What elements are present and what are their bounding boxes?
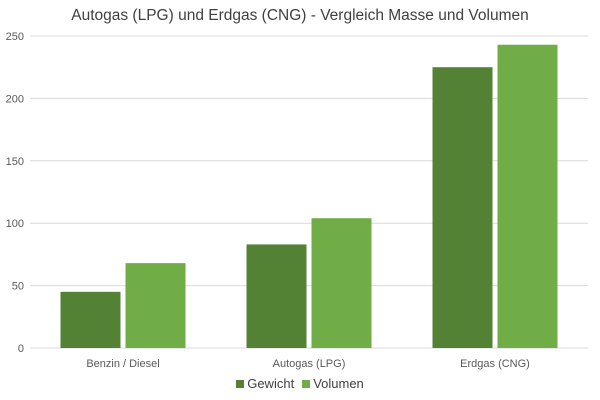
legend-item: Volumen	[302, 376, 364, 391]
bar-volumen	[125, 263, 186, 348]
legend: Gewicht Volumen	[0, 376, 600, 391]
legend-swatch	[302, 380, 311, 388]
chart-title: Autogas (LPG) und Erdgas (CNG) - Verglei…	[71, 7, 529, 24]
bar-gewicht	[60, 291, 121, 348]
bar-volumen	[311, 218, 372, 348]
legend-label: Volumen	[313, 376, 364, 391]
legend-label: Gewicht	[247, 376, 295, 391]
y-tick-label: 0	[18, 343, 24, 355]
x-category-label: Autogas (LPG)	[273, 358, 346, 370]
x-category-label: Erdgas (CNG)	[460, 358, 530, 370]
y-tick-label: 200	[6, 93, 24, 105]
y-tick-label: 250	[6, 31, 24, 43]
y-tick-label: 150	[6, 156, 24, 168]
legend-item: Gewicht	[236, 376, 294, 391]
bar-volumen	[497, 44, 558, 349]
y-tick-label: 50	[12, 281, 24, 293]
x-category-label: Benzin / Diesel	[86, 358, 159, 370]
bar-gewicht	[246, 244, 307, 348]
y-tick-label: 100	[6, 218, 24, 230]
legend-swatch	[236, 380, 245, 388]
bar-gewicht	[432, 67, 493, 348]
